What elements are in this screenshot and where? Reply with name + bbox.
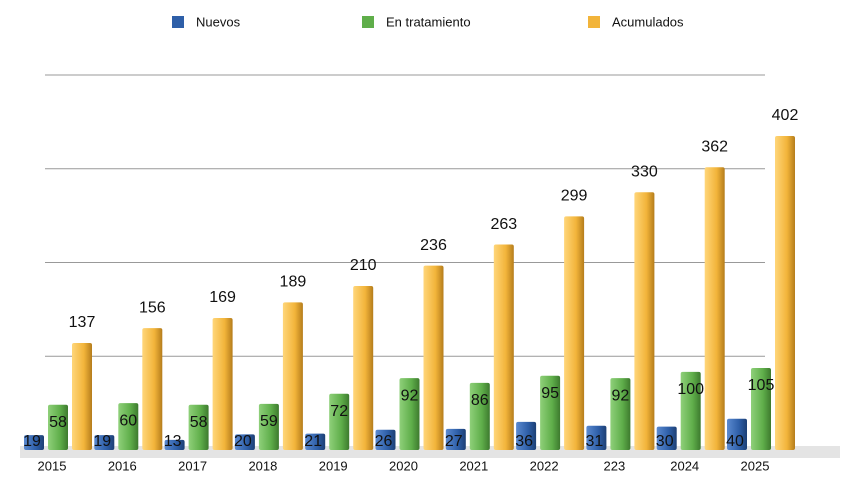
- data-label: 19: [93, 433, 111, 450]
- bar: [399, 378, 420, 450]
- data-label: 299: [561, 188, 588, 205]
- x-tick-label: 2015: [38, 458, 67, 473]
- bar: [704, 167, 725, 450]
- bar: [540, 375, 561, 450]
- bar: [493, 244, 514, 450]
- bar: [516, 421, 537, 450]
- bar: [212, 317, 233, 450]
- data-label: 236: [420, 237, 447, 254]
- data-label: 59: [260, 413, 278, 430]
- legend-swatch: [172, 16, 184, 28]
- legend-swatch: [588, 16, 600, 28]
- data-label: 30: [656, 433, 674, 450]
- data-label: 92: [612, 387, 630, 404]
- x-tick-label: 2020: [389, 458, 418, 473]
- bar: [118, 403, 139, 450]
- bar: [48, 404, 68, 450]
- bar: [24, 435, 44, 450]
- data-label: 58: [49, 414, 67, 431]
- labels: 19 58 137 2015 19 60 156 2016 13 58 169 2017 20 59 189…: [23, 107, 798, 473]
- bar: [142, 328, 163, 450]
- bar: [164, 439, 185, 450]
- bar: [610, 378, 631, 450]
- data-label: 156: [139, 299, 166, 316]
- data-label: 72: [330, 403, 348, 420]
- data-label: 21: [304, 433, 322, 450]
- bar: [634, 192, 655, 450]
- x-tick-label: 2025: [741, 458, 770, 473]
- data-label: 100: [677, 381, 704, 398]
- data-label: 263: [490, 216, 517, 233]
- data-label: 19: [23, 433, 41, 450]
- bar: [469, 382, 490, 450]
- legend-label: Acumulados: [612, 14, 684, 29]
- data-label: 189: [280, 274, 307, 291]
- data-label: 58: [190, 414, 208, 431]
- bar: [72, 342, 92, 450]
- data-label: 40: [726, 433, 744, 450]
- bar: [727, 418, 747, 450]
- data-label: 86: [471, 392, 489, 409]
- x-tick-label: 2019: [319, 458, 348, 473]
- bar: [423, 265, 444, 450]
- data-label: 60: [119, 412, 137, 429]
- x-tick-label: 2022: [530, 458, 559, 473]
- data-label: 20: [234, 433, 252, 450]
- bar: [94, 435, 115, 450]
- bar: [656, 426, 677, 450]
- x-tick-label: 223: [604, 458, 626, 473]
- legend: Nuevos En tratamiento Acumulados: [172, 14, 684, 29]
- bars: [24, 135, 795, 450]
- data-label: 402: [772, 107, 799, 124]
- x-tick-label: 2018: [248, 458, 277, 473]
- bar: [234, 434, 255, 450]
- bar: [375, 429, 396, 450]
- legend-swatch: [362, 16, 374, 28]
- x-tick-label: 2016: [108, 458, 137, 473]
- data-label: 210: [350, 257, 377, 274]
- data-label: 27: [445, 433, 463, 450]
- bar: [258, 403, 279, 450]
- x-tick-label: 2017: [178, 458, 207, 473]
- bar: [564, 216, 585, 450]
- x-tick-label: 2024: [670, 458, 699, 473]
- bar: [188, 404, 209, 450]
- data-label: 13: [164, 433, 182, 450]
- bar: [305, 433, 326, 450]
- bar: [329, 393, 350, 450]
- bar: [680, 371, 701, 450]
- data-label: 31: [586, 433, 604, 450]
- x-tick-label: 2021: [459, 458, 488, 473]
- bar: [445, 428, 466, 450]
- bar: [775, 135, 795, 450]
- data-label: 92: [401, 387, 419, 404]
- data-label: 26: [375, 433, 393, 450]
- data-label: 137: [69, 314, 96, 331]
- data-label: 105: [748, 377, 775, 394]
- data-label: 330: [631, 163, 658, 180]
- legend-label: En tratamiento: [386, 14, 471, 29]
- data-label: 169: [209, 289, 236, 306]
- bar: [751, 367, 771, 450]
- bar: [586, 425, 607, 450]
- data-label: 36: [515, 433, 533, 450]
- data-label: 362: [701, 138, 728, 155]
- legend-label: Nuevos: [196, 14, 241, 29]
- bar: [282, 302, 303, 450]
- bar: [353, 285, 374, 450]
- data-label: 95: [541, 385, 559, 402]
